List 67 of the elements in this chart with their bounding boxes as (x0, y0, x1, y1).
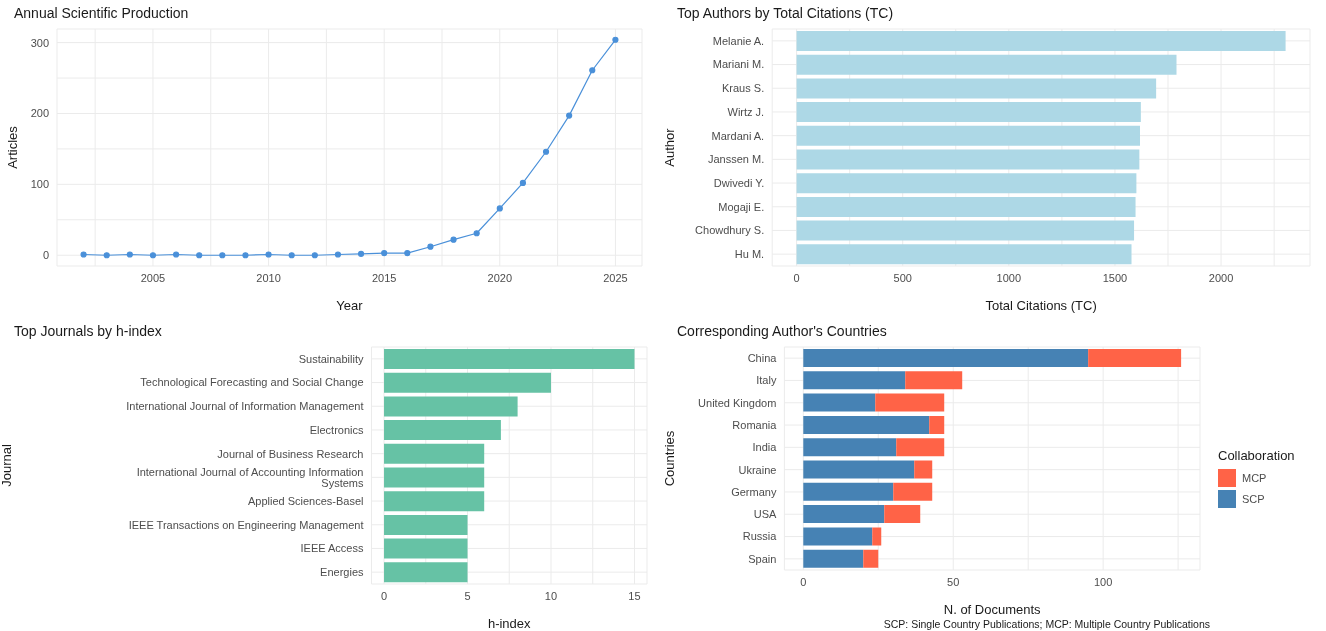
x-tick-label: 10 (544, 589, 558, 602)
x-axis-title: Total Citations (TC) (985, 298, 1097, 313)
y-tick-label: IEEE Access (300, 541, 364, 554)
y-tick-label: Mardani A. (711, 129, 765, 142)
chart-title: Annual Scientific Production (13, 4, 190, 23)
y-tick-label: 300 (30, 36, 49, 49)
x-axis-title: N. of Documents (943, 601, 1042, 617)
x-tick-label: 1000 (996, 271, 1022, 284)
chart-title: Top Authors by Total Citations (TC) (676, 4, 895, 23)
x-tick-label: 15 (628, 589, 641, 602)
y-tick-label: 100 (30, 178, 49, 191)
y-tick-label: Spain (748, 552, 777, 565)
x-tick-label: 2015 (371, 271, 397, 284)
x-tick-label: 5 (464, 589, 471, 602)
x-tick-label: 0 (793, 271, 800, 284)
y-tick-label: Electronics (309, 423, 364, 436)
y-tick-label: Technological Forecasting and Social Change (140, 375, 364, 388)
y-axis-title: Articles (4, 125, 20, 169)
y-axis-title: Countries (661, 429, 677, 486)
x-tick-label: 2000 (1208, 271, 1234, 284)
x-tick-label: 0 (380, 589, 388, 602)
y-tick-label: Italy (756, 373, 777, 386)
x-tick-label: 2020 (487, 271, 513, 284)
y-tick-label: Kraus S. (722, 82, 765, 95)
y-axis-title: Journal (0, 443, 14, 487)
y-tick-label: Dwivedi Y. (713, 176, 765, 189)
y-tick-label: Wirtz J. (727, 105, 765, 118)
y-tick-label: Hu M. (734, 248, 765, 261)
y-axis-title: Author (661, 127, 677, 167)
y-tick-label: International Journal of Accounting Information Systems (136, 465, 364, 489)
y-tick-label: Romania (732, 418, 778, 431)
y-tick-label: Germany (731, 485, 777, 498)
text: SCP: Single Country Publications; MCP: Multiple Country Publications (882, 617, 1211, 631)
y-tick-label: USA (753, 507, 778, 520)
text: Top Journals by h-index (13, 321, 163, 341)
y-tick-label: 200 (30, 107, 49, 120)
x-tick-label: 1500 (1102, 271, 1128, 284)
x-tick-label: 2005 (140, 271, 166, 284)
x-tick-label: 0 (800, 575, 807, 588)
legend-label: MCP (1242, 472, 1267, 484)
y-tick-label: United Kingdom (698, 396, 777, 409)
y-tick-label: Applied Sciences-Basel (247, 494, 364, 507)
y-tick-label: Sustainability (298, 352, 364, 365)
y-tick-label: Melanie A. (712, 34, 765, 47)
x-tick-label: 2010 (256, 271, 281, 284)
y-tick-label: Mariani M. (712, 58, 765, 71)
legend-label: SCP (1242, 493, 1265, 505)
y-tick-label: Russia (742, 529, 778, 542)
y-tick-label: International Journal of Information Management (126, 399, 364, 412)
x-tick-label: 2025 (603, 271, 628, 284)
y-tick-label: China (747, 351, 778, 364)
y-tick-label: IEEE Transactions on Engineering Management (128, 518, 364, 531)
legend-title: Collaboration (1218, 448, 1295, 463)
x-tick-label: 100 (1093, 575, 1113, 588)
chart-title: Corresponding Author's Countries (676, 321, 888, 341)
x-tick-label: 500 (893, 271, 912, 284)
x-tick-label: 50 (947, 575, 960, 588)
x-axis-title: h-index (487, 615, 532, 631)
y-tick-label: India (752, 440, 778, 453)
y-tick-label: Chowdhury S. (695, 224, 765, 237)
y-tick-label: Energies (320, 565, 364, 578)
y-tick-label: Mogaji E. (718, 200, 765, 213)
y-tick-label: Journal of Business Research (217, 447, 364, 460)
y-tick-label: Ukraine (738, 463, 777, 476)
y-tick-label: 0 (42, 249, 49, 262)
y-tick-label: Janssen M. (707, 153, 765, 166)
x-axis-title: Year (336, 298, 364, 313)
